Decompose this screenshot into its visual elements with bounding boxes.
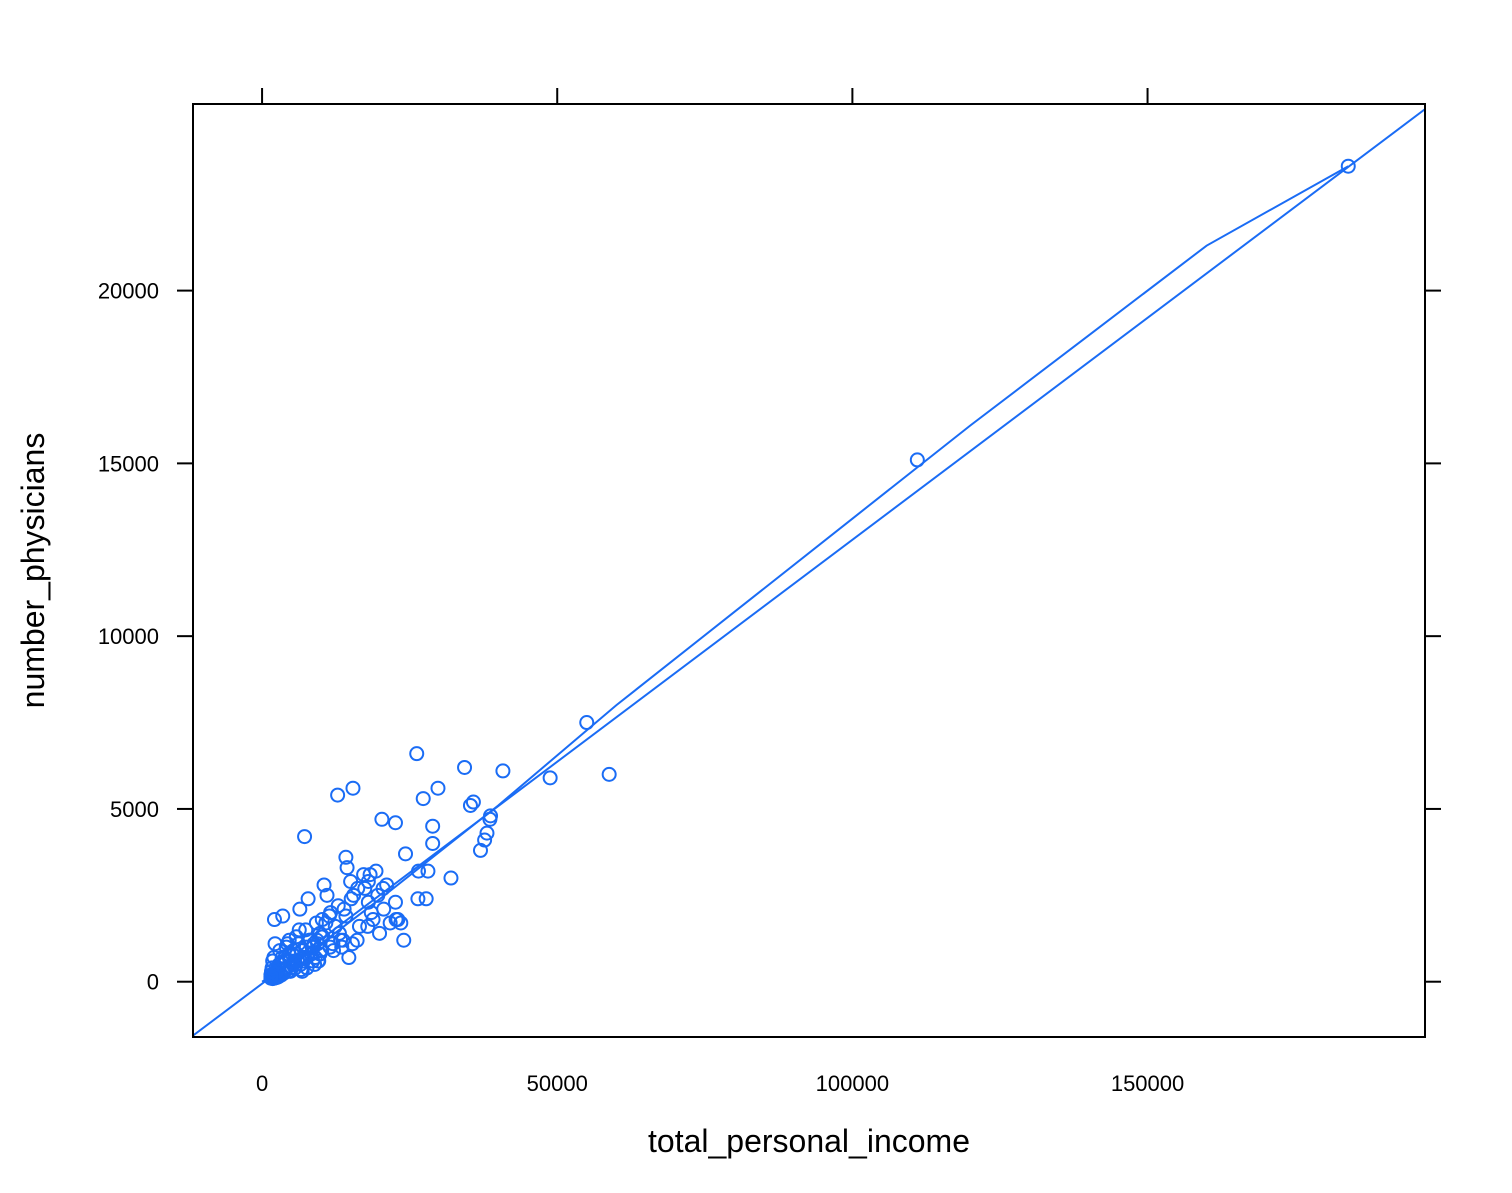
x-tick-label: 150000 <box>1111 1071 1184 1096</box>
fit-lines <box>193 108 1425 1037</box>
data-point <box>316 877 332 893</box>
data-point <box>457 759 473 775</box>
data-point <box>356 867 372 883</box>
data-point <box>309 932 325 948</box>
data-point <box>382 915 398 931</box>
data-point <box>289 946 305 962</box>
data-point <box>542 770 558 786</box>
data-point <box>292 901 308 917</box>
data-point <box>420 863 436 879</box>
data-point <box>330 898 346 914</box>
data-point <box>263 969 279 985</box>
y-tick-label: 10000 <box>98 624 159 649</box>
data-point <box>376 901 392 917</box>
data-point <box>307 956 323 972</box>
data-point <box>310 953 326 969</box>
data-point <box>398 846 414 862</box>
data-point <box>430 780 446 796</box>
data-point <box>418 891 434 907</box>
data-point <box>313 943 329 959</box>
data-point <box>409 746 425 762</box>
data-point <box>287 960 303 976</box>
data-point <box>345 780 361 796</box>
data-point <box>579 715 595 731</box>
data-point <box>387 894 403 910</box>
data-point <box>363 905 379 921</box>
data-point <box>909 452 925 468</box>
data-point <box>266 912 282 928</box>
data-point <box>319 887 335 903</box>
data-point <box>360 894 376 910</box>
data-point <box>297 829 313 845</box>
data-point <box>351 918 367 934</box>
regression-line <box>193 108 1425 1037</box>
data-point <box>281 946 297 962</box>
data-point <box>300 891 316 907</box>
data-point <box>325 936 341 952</box>
data-point <box>291 922 307 938</box>
data-point <box>425 818 441 834</box>
data-point <box>387 815 403 831</box>
data-point <box>346 887 362 903</box>
data-point <box>338 849 354 865</box>
data-point <box>343 874 359 889</box>
data-point <box>472 842 488 858</box>
x-tick-label: 100000 <box>816 1071 889 1096</box>
data-point <box>443 870 459 886</box>
x-axis-title: total_personal_income <box>648 1123 970 1159</box>
data-point <box>370 887 386 903</box>
data-point <box>410 891 426 907</box>
data-point <box>482 811 498 827</box>
data-point <box>465 794 481 810</box>
x-tick-label: 0 <box>256 1071 268 1096</box>
data-point <box>396 932 412 948</box>
data-point <box>294 963 310 979</box>
data-point <box>360 918 376 934</box>
data-point <box>601 766 617 782</box>
data-point <box>341 950 357 966</box>
y-tick-label: 20000 <box>98 279 159 304</box>
axis-ticks <box>177 88 1441 983</box>
data-point <box>415 791 431 807</box>
tick-labels: 0 50000 100000 150000 0 5000 10000 15000 20000 <box>98 279 1184 1096</box>
data-point <box>265 953 281 969</box>
data-point <box>1340 158 1356 174</box>
data-point <box>374 811 390 827</box>
data-point <box>411 863 427 879</box>
y-tick-label: 15000 <box>98 451 159 476</box>
data-point <box>334 939 350 955</box>
data-point <box>333 932 349 948</box>
data-point <box>275 908 291 924</box>
data-point <box>479 825 495 841</box>
data-point <box>338 908 354 924</box>
y-axis-title: number_physicians <box>15 433 51 709</box>
data-point <box>330 787 346 803</box>
data-point <box>425 835 441 851</box>
y-tick-label: 5000 <box>110 797 159 822</box>
plot-frame <box>192 103 1426 1038</box>
data-point <box>372 925 388 941</box>
data-point <box>343 891 359 907</box>
x-tick-label: 50000 <box>527 1071 588 1096</box>
data-point <box>462 797 478 813</box>
data-point <box>339 860 355 876</box>
data-point <box>362 867 378 883</box>
smooth-curve <box>261 165 1349 983</box>
data-point <box>379 877 395 893</box>
data-point <box>302 932 318 948</box>
data-point <box>495 763 511 779</box>
y-tick-label: 0 <box>147 970 159 995</box>
data-points <box>263 158 1356 987</box>
